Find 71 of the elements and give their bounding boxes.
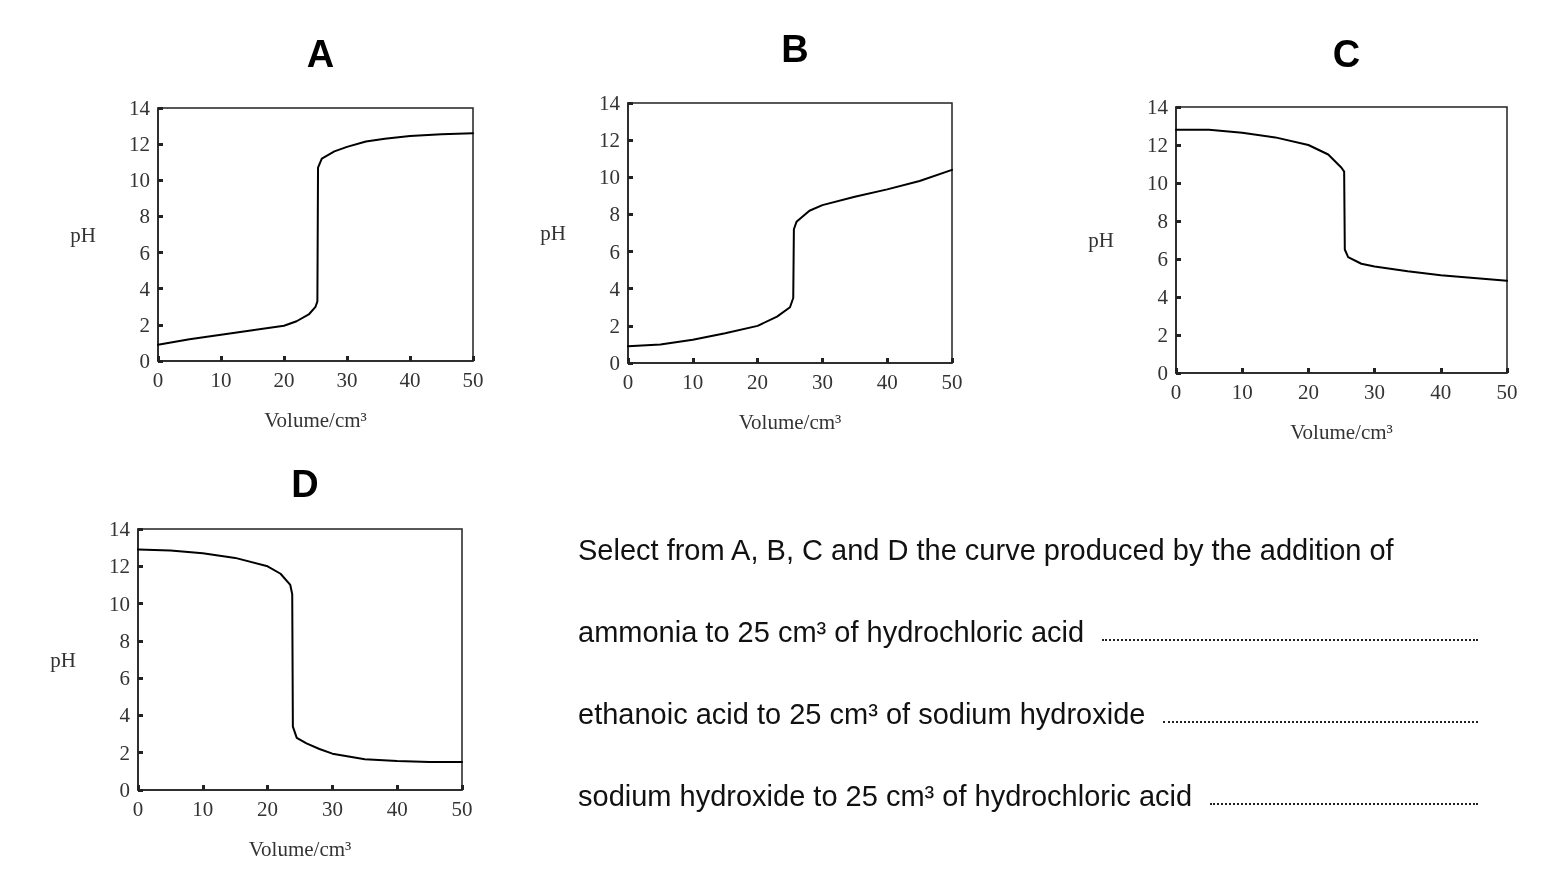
- x-tick-label: 50: [451, 796, 473, 821]
- y-tick-label: 4: [1157, 285, 1169, 309]
- y-tick-label: 14: [1147, 95, 1169, 119]
- y-tick-label: 8: [139, 204, 150, 229]
- chart-title: B: [781, 28, 809, 70]
- y-tick-label: 4: [609, 276, 621, 301]
- x-tick-label: 50: [462, 367, 484, 392]
- x-tick-label: 30: [336, 367, 358, 392]
- y-tick-label: 2: [609, 313, 620, 338]
- y-tick-label: 6: [139, 240, 150, 265]
- y-axis-title: pH: [70, 222, 96, 247]
- text: ethanoic acid to 25 cm³ of sodium hydroxide: [578, 698, 1146, 731]
- y-tick-label: 0: [139, 349, 150, 373]
- y-tick-label: 10: [109, 591, 130, 616]
- chart-title: A: [306, 33, 335, 75]
- x-tick-label: 40: [876, 369, 898, 394]
- y-tick-label: 8: [1157, 209, 1168, 233]
- y-tick-label: 14: [109, 517, 131, 541]
- y-tick-label: 12: [1147, 133, 1168, 157]
- line-series: [137, 548, 463, 764]
- x-tick-label: 10: [682, 369, 704, 394]
- x-tick-label: 10: [1231, 379, 1253, 404]
- x-axis-title: Volume/cm³: [264, 407, 367, 432]
- text: ammonia to 25 cm³ of hydrochloric acid: [578, 616, 1085, 649]
- y-tick-label: 10: [129, 168, 150, 193]
- x-tick-label: 20: [273, 367, 295, 392]
- chart-title: D: [291, 463, 319, 505]
- y-tick-label: 10: [1147, 171, 1168, 195]
- x-tick-label: 30: [811, 369, 833, 394]
- y-tick-label: 14: [599, 91, 621, 115]
- x-tick-label: 40: [1430, 379, 1452, 404]
- x-tick-label: 40: [386, 796, 408, 821]
- y-tick-label: 6: [609, 239, 620, 264]
- x-tick-label: 10: [210, 367, 232, 392]
- chart-title: C: [1332, 33, 1361, 75]
- x-tick-label: 20: [257, 796, 279, 821]
- x-tick-label: 50: [941, 369, 963, 394]
- x-tick-label: 20: [1297, 379, 1319, 404]
- x-tick-label: 30: [321, 796, 343, 821]
- text: Select from A, B, C and D the curve produced by the addition of: [578, 534, 1394, 567]
- y-tick-label: 8: [119, 628, 130, 653]
- y-tick-label: 8: [609, 202, 620, 227]
- y-tick-label: 0: [119, 778, 130, 802]
- x-tick-label: 40: [399, 367, 421, 392]
- line-series: [1175, 128, 1508, 282]
- y-tick-label: 0: [609, 351, 620, 375]
- x-tick-label: 50: [1496, 379, 1518, 404]
- line-series: [627, 168, 953, 348]
- x-axis-title: Volume/cm³: [248, 836, 352, 861]
- y-tick-label: 12: [599, 128, 620, 153]
- y-tick-label: 12: [129, 132, 150, 157]
- y-axis-title: pH: [50, 647, 76, 672]
- x-tick-label: 10: [192, 796, 214, 821]
- x-tick-label: 30: [1364, 379, 1386, 404]
- y-axis-title: pH: [540, 221, 566, 245]
- y-tick-label: 12: [109, 554, 130, 579]
- y-tick-label: 2: [119, 740, 130, 765]
- y-tick-label: 4: [139, 276, 151, 301]
- text: sodium hydroxide to 25 cm³ of hydrochloric acid: [578, 780, 1193, 813]
- y-axis-title: pH: [1088, 228, 1114, 252]
- x-tick-label: 20: [747, 369, 769, 394]
- y-tick-label: 6: [1157, 247, 1168, 271]
- y-tick-label: 6: [119, 666, 130, 691]
- y-tick-label: 2: [1157, 323, 1168, 347]
- line-series: [157, 132, 474, 346]
- y-tick-label: 10: [599, 165, 620, 190]
- x-axis-title: Volume/cm³: [738, 409, 842, 434]
- y-tick-label: 4: [119, 703, 131, 728]
- x-axis-title: Volume/cm³: [1290, 419, 1393, 444]
- y-tick-label: 2: [139, 312, 150, 337]
- y-tick-label: 14: [129, 96, 151, 120]
